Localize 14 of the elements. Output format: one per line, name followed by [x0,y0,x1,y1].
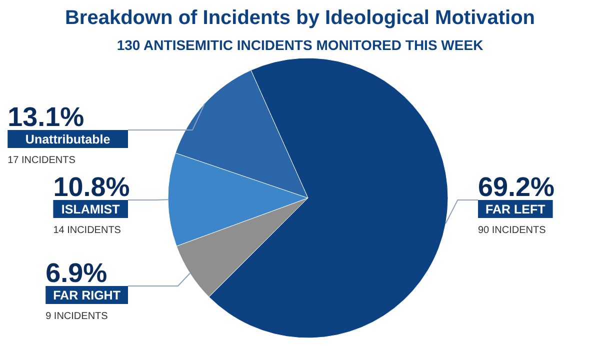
chart-subtitle: 130 ANTISEMITIC INCIDENTS MONITORED THIS WEEK [116,37,484,53]
text: 14 INCIDENTS [53,225,122,236]
data-label: 10.8% [53,172,130,202]
data-label: 13.1% [8,102,84,132]
chart-title: Breakdown of Incidents by Ideological Motivation [64,7,536,29]
slice-label: Unattributable [25,132,110,146]
text: 9 INCIDENTS [46,311,108,322]
slice-label: FAR RIGHT [53,288,121,302]
data-label: 69.2% [478,172,555,202]
text: 17 INCIDENTS [8,155,76,166]
slice-label: ISLAMIST [61,202,120,216]
text: 90 INCIDENTS [478,225,546,236]
data-label: 6.9% [46,258,108,288]
slice-label: FAR LEFT [486,202,546,216]
